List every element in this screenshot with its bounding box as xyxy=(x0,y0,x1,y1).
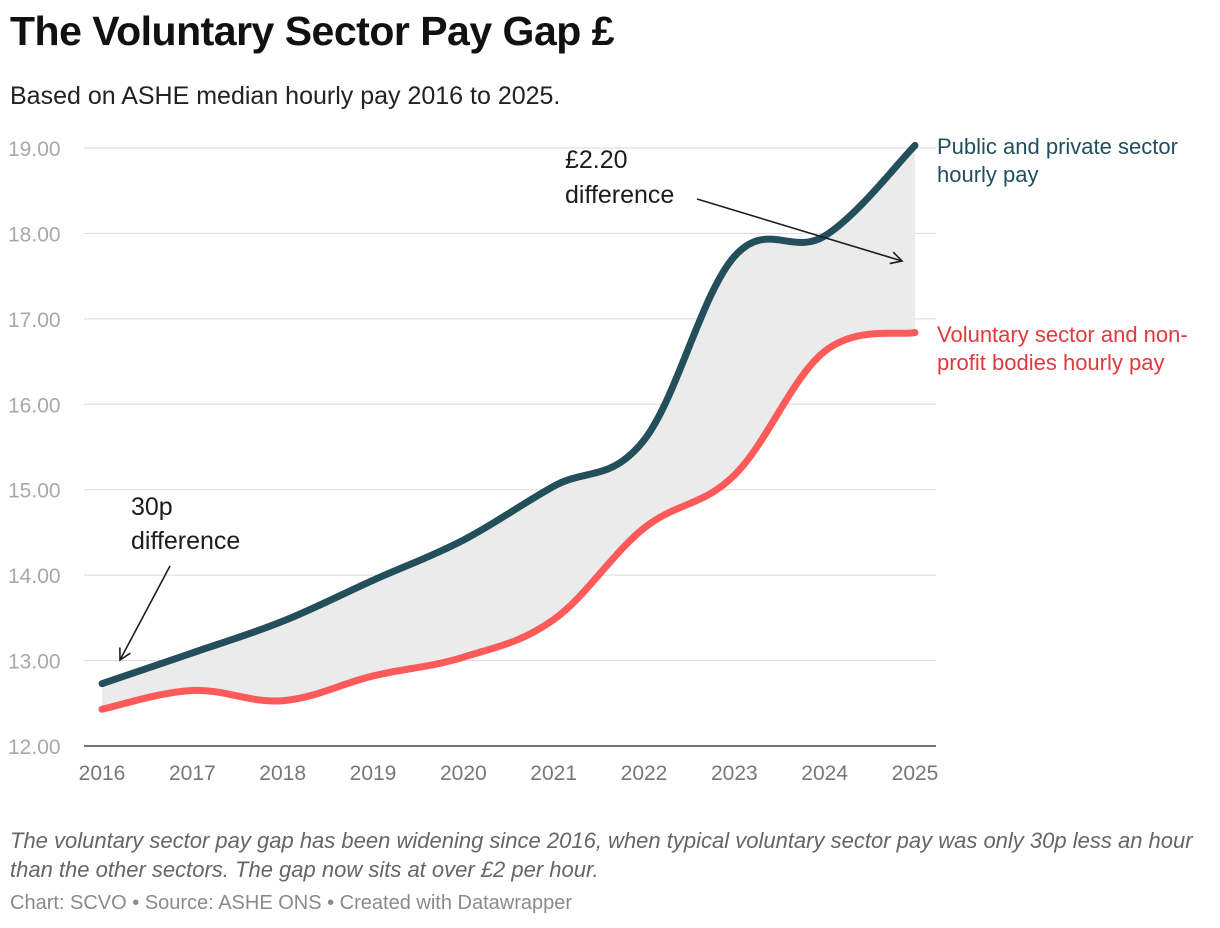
x-tick-label: 2024 xyxy=(801,762,848,785)
series-label-public-line2: hourly pay xyxy=(937,162,1039,187)
x-tick-label: 2025 xyxy=(892,762,939,785)
y-tick-label: 17.00 xyxy=(8,309,61,332)
y-tick-label: 19.00 xyxy=(8,138,61,161)
x-tick-label: 2016 xyxy=(79,762,126,785)
x-tick-label: 2023 xyxy=(711,762,758,785)
x-tick-label: 2022 xyxy=(621,762,668,785)
y-tick-label: 16.00 xyxy=(8,394,61,417)
annotation-gap-value: £2.20 xyxy=(565,146,628,174)
annotation-30p-value: 30p xyxy=(131,493,173,521)
gridlines xyxy=(84,147,936,747)
chart-source: Chart: SCVO • Source: ASHE ONS • Created… xyxy=(10,892,573,914)
x-tick-label: 2019 xyxy=(350,762,397,785)
x-tick-label: 2021 xyxy=(530,762,577,785)
y-tick-label: 15.00 xyxy=(8,480,61,503)
annotation-gap-arrow xyxy=(696,198,904,265)
y-tick-label: 14.00 xyxy=(8,565,61,588)
axis-ticks: 12.00 13.00 14.00 15.00 16.00 17.00 18.00 19.00… xyxy=(8,138,938,785)
chart-note: The voluntary sector pay gap has been wi… xyxy=(10,828,1193,882)
annotation-gap-text: difference xyxy=(565,181,674,209)
series-label-public: Public and private sector xyxy=(937,134,1178,159)
chart-subtitle: Based on ASHE median hourly pay 2016 to … xyxy=(10,82,561,110)
gap-area xyxy=(102,145,915,710)
annotation-30p-text: difference xyxy=(131,527,240,555)
y-tick-label: 12.00 xyxy=(8,736,61,759)
y-tick-label: 13.00 xyxy=(8,651,61,674)
annotation-30p-arrow xyxy=(119,565,171,662)
gap-area-fill xyxy=(102,145,915,710)
chart-title: The Voluntary Sector Pay Gap £ xyxy=(10,8,614,54)
series-lines xyxy=(98,141,919,713)
x-tick-label: 2018 xyxy=(259,762,306,785)
x-tick-label: 2017 xyxy=(169,762,216,785)
x-tick-label: 2020 xyxy=(440,762,487,785)
series-line-public xyxy=(98,141,919,688)
y-tick-label: 18.00 xyxy=(8,223,61,246)
series-label-voluntary-line2: profit bodies hourly pay xyxy=(937,350,1164,375)
series-line-voluntary xyxy=(98,329,919,713)
series-label-voluntary: Voluntary sector and non- xyxy=(937,322,1188,347)
